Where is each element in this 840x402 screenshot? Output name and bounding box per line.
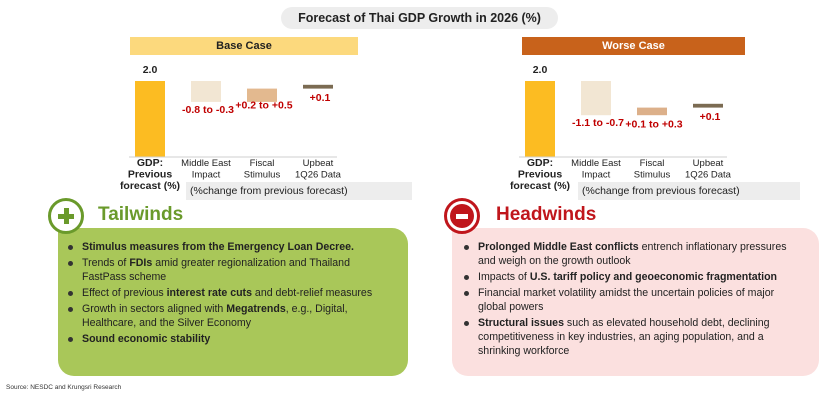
tick-label-3: 1Q26 Data (685, 170, 732, 181)
headwinds-list: Prolonged Middle East conflicts entrench… (462, 240, 802, 360)
headwinds-item-text: Structural issues (478, 317, 564, 329)
tick-label-3: Upbeat (693, 158, 724, 169)
tick-label-1: Impact (582, 170, 611, 181)
tailwinds-item-text: Trends of (82, 257, 130, 269)
tailwinds-item: Growth in sectors aligned with Megatrend… (66, 302, 396, 330)
headwinds-item: Financial market volatility amidst the u… (462, 286, 802, 314)
tick-label-0: forecast (%) (510, 180, 570, 192)
bar-2 (637, 107, 667, 116)
tick-label-2: Stimulus (244, 170, 281, 181)
tailwinds-item-text: Megatrends (226, 303, 286, 315)
tailwinds-item-text: interest rate cuts (166, 287, 252, 299)
base-change-note: (%change from previous forecast) (186, 182, 412, 200)
data-label-0: 2.0 (533, 64, 548, 76)
headwinds-item-text: Prolonged Middle East conflicts (478, 241, 639, 253)
bar-0 (525, 81, 555, 157)
bar-0 (135, 81, 165, 157)
tick-label-0: forecast (%) (120, 180, 180, 192)
headwinds-item-text: Financial market volatility amidst the u… (478, 287, 775, 313)
data-label-1: -1.1 to -0.7 (572, 117, 624, 129)
bar-3 (693, 103, 723, 108)
headwinds-item-text: Impacts of (478, 271, 530, 283)
data-label-1: -0.8 to -0.3 (182, 104, 234, 116)
headwinds-item-text: U.S. tariff policy and geoeconomic fragm… (529, 271, 778, 283)
tick-label-1: Impact (192, 170, 221, 181)
tick-label-3: Upbeat (303, 158, 334, 169)
headwinds-item-text: entrench inflationary pressures and weig… (478, 241, 787, 267)
bar-1 (581, 81, 611, 116)
tick-label-0: Previous (518, 169, 563, 181)
source-note: Source: NESDC and Krungsri Research (6, 384, 122, 391)
data-label-0: 2.0 (143, 64, 158, 76)
tailwinds-item-text: Sound economic stability (82, 333, 211, 345)
bar-1 (191, 81, 221, 102)
tick-label-2: Fiscal (250, 158, 275, 169)
data-label-2: +0.1 to +0.3 (625, 119, 682, 131)
tailwinds-list: Stimulus measures from the Emergency Loa… (66, 240, 396, 348)
headwinds-item: Prolonged Middle East conflicts entrench… (462, 240, 802, 268)
tailwinds-item: Trends of FDIs amid greater regionalizat… (66, 256, 396, 284)
tick-label-2: Fiscal (640, 158, 665, 169)
tick-label-3: 1Q26 Data (295, 170, 342, 181)
tailwinds-item: Stimulus measures from the Emergency Loa… (66, 240, 396, 254)
data-label-3: +0.1 (700, 111, 721, 123)
headwinds-title: Headwinds (496, 204, 597, 225)
tailwinds-item-text: , e.g., Digital, Healthcare, and the Sil… (82, 303, 348, 329)
data-label-3: +0.1 (310, 92, 331, 104)
tick-label-0: GDP: (527, 157, 553, 169)
chart-main-title: Forecast of Thai GDP Growth in 2026 (%) (281, 7, 558, 29)
base-case-header: Base Case (130, 37, 358, 55)
tailwinds-item-text: FDIs (129, 257, 153, 269)
tick-label-2: Stimulus (634, 170, 671, 181)
worse-change-note: (%change from previous forecast) (578, 182, 800, 200)
tailwinds-title: Tailwinds (98, 204, 184, 225)
minus-icon (444, 198, 480, 234)
tailwinds-item-text: Stimulus measures from the Emergency Loa… (82, 241, 355, 253)
bar-2 (247, 88, 277, 102)
worse-case-header: Worse Case (522, 37, 745, 55)
tailwinds-item: Effect of previous interest rate cuts an… (66, 286, 396, 300)
bar-3 (303, 84, 333, 89)
plus-icon (48, 198, 84, 234)
headwinds-panel (452, 228, 819, 376)
headwinds-item: Structural issues such as elevated house… (462, 316, 802, 358)
data-label-2: +0.2 to +0.5 (235, 100, 292, 112)
tick-label-1: Middle East (181, 158, 231, 169)
tailwinds-item-text: and debt-relief measures (251, 287, 373, 299)
tick-label-1: Middle East (571, 158, 621, 169)
headwinds-item: Impacts of U.S. tariff policy and geoeco… (462, 270, 802, 284)
tick-label-0: GDP: (137, 157, 163, 169)
tailwinds-item-text: amid greater regionalization and Thailan… (82, 257, 350, 283)
tailwinds-item: Sound economic stability (66, 332, 396, 346)
tailwinds-item-text: Effect of previous (82, 287, 167, 299)
tailwinds-item-text: Growth in sectors aligned with (82, 303, 227, 315)
tick-label-0: Previous (128, 169, 173, 181)
headwinds-item-text: such as elevated household debt, declini… (478, 317, 770, 357)
tailwinds-panel (58, 228, 408, 376)
